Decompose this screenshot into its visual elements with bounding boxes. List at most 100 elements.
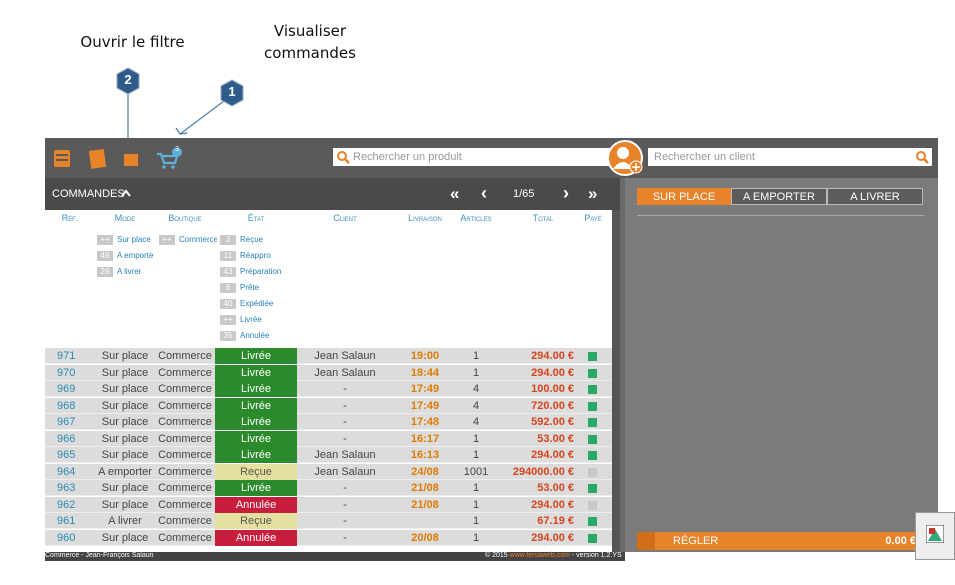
order-row[interactable]: 965 Sur place Commerce Livrée Jean Salaun 16:…	[45, 447, 612, 463]
column-header[interactable]: Total	[532, 213, 554, 223]
filter-count[interactable]: ++	[159, 235, 175, 245]
order-mode: Sur place	[101, 482, 149, 494]
order-state: Livrée	[215, 480, 297, 496]
filter-count[interactable]: 40	[220, 299, 236, 309]
filter-count[interactable]: 49	[97, 251, 113, 261]
filter-count[interactable]: 35	[220, 331, 236, 341]
filter-count[interactable]: 3	[220, 235, 236, 245]
order-state: Livrée	[215, 348, 297, 364]
filter-label[interactable]: Réappro	[240, 251, 271, 260]
order-row[interactable]: 970 Sur place Commerce Livrée Jean Salaun 18:…	[45, 364, 612, 381]
filter-count[interactable]: ++	[97, 235, 113, 245]
order-mode: Sur place	[101, 383, 149, 395]
order-shop: Commerce	[158, 432, 212, 445]
order-row[interactable]: 966 Sur place Commerce Livrée - 16:17 1 53.00 €	[45, 430, 612, 447]
column-header[interactable]: Mode	[114, 213, 136, 223]
order-type-tab[interactable]: SUR PLACE	[637, 188, 731, 205]
client-search[interactable]: Rechercher un client	[648, 148, 932, 166]
column-header[interactable]: État	[247, 213, 265, 223]
order-paid	[588, 385, 597, 394]
column-header[interactable]: Livraison	[408, 213, 442, 223]
order-total: 100.00 €	[531, 383, 574, 395]
order-row[interactable]: 964 A emporter Commerce Reçue Jean Salaun 24/…	[45, 463, 612, 480]
placeholder: Rechercher un produit	[353, 151, 462, 163]
order-shop: Commerce	[158, 515, 212, 527]
order-row[interactable]: 968 Sur place Commerce Livrée - 17:49 4 720.00 …	[45, 397, 612, 414]
scrollbar[interactable]	[612, 210, 620, 552]
order-ref: 961	[57, 515, 76, 527]
filter-label[interactable]: Commerce	[179, 235, 217, 244]
order-ref: 964	[57, 465, 76, 478]
order-state: Livrée	[215, 430, 297, 447]
order-delivery: 21/08	[411, 498, 439, 511]
prev-page[interactable]: ‹	[481, 183, 487, 203]
order-client: Jean Salaun	[314, 465, 376, 478]
order-state: Livrée	[215, 381, 297, 397]
order-row[interactable]: 962 Sur place Commerce Annulée - 21/08 1 294.00…	[45, 496, 612, 513]
order-total: 294.00 €	[531, 498, 574, 511]
order-total: 53.00 €	[537, 432, 574, 445]
toolbar: 3 Rechercher un produit Rechercher un cl…	[45, 138, 938, 178]
order-row[interactable]: 969 Sur place Commerce Livrée - 17:49 4 100.00 …	[45, 381, 612, 397]
order-row[interactable]: 961 A livrer Commerce Reçue - 1 67.19 €	[45, 513, 612, 529]
order-delivery: 17:49	[410, 383, 440, 395]
order-row[interactable]: 963 Sur place Commerce Livrée - 21/08 1 53.00 €	[45, 480, 612, 496]
order-shop: Commerce	[158, 482, 212, 494]
filter-label[interactable]: Sur place	[117, 235, 151, 244]
order-paid	[588, 517, 597, 526]
first-page[interactable]: «	[450, 184, 460, 203]
order-shop: Commerce	[158, 350, 212, 362]
column-header[interactable]: Réf.	[61, 213, 79, 223]
order-shop: Commerce	[158, 465, 212, 478]
last-page[interactable]: »	[588, 184, 598, 203]
badge: 2	[124, 72, 132, 87]
order-type-tab[interactable]: A EMPORTER	[731, 188, 827, 205]
order-type-tab[interactable]: A LIVRER	[827, 188, 923, 205]
filter-count[interactable]: 43	[220, 267, 236, 277]
pay-amount: 0.00 €	[885, 535, 916, 547]
filter-label[interactable]: Reçue	[240, 235, 264, 244]
order-total: 294000.00 €	[512, 465, 574, 478]
order-mode: Sur place	[101, 432, 149, 445]
order-total: 592.00 €	[531, 416, 574, 428]
filter-count[interactable]: ++	[220, 315, 236, 325]
order-state: Reçue	[215, 463, 297, 480]
orders-title[interactable]: COMMANDES	[52, 188, 125, 200]
order-delivery: 16:17	[410, 432, 440, 445]
order-ref: 968	[57, 399, 76, 412]
order-client: -	[343, 482, 347, 494]
add-client[interactable]	[607, 139, 647, 179]
product-search[interactable]: Rechercher un produit	[333, 148, 610, 166]
order-client: -	[343, 531, 347, 544]
filter-count[interactable]: 11	[220, 251, 236, 261]
filter-label[interactable]: Expédiée	[240, 299, 274, 308]
order-shop: Commerce	[158, 531, 212, 544]
filter-count[interactable]: 6	[220, 283, 236, 293]
filter-icon[interactable]	[124, 154, 138, 166]
filter-label[interactable]: A livrer	[117, 267, 142, 276]
filter-count[interactable]: 29	[97, 267, 113, 277]
trash-icon[interactable]	[637, 532, 655, 550]
order-ref: 967	[57, 416, 76, 428]
order-row[interactable]: 971 Sur place Commerce Livrée Jean Salaun 19:…	[45, 348, 612, 364]
order-mode: A livrer	[108, 515, 142, 527]
filter-label[interactable]: Annulée	[240, 331, 270, 340]
menu-icon[interactable]	[54, 150, 70, 167]
column-header[interactable]: Payé	[584, 213, 602, 223]
pay-bar[interactable]: RÉGLER 0.00 €	[637, 532, 924, 550]
catalog-icon[interactable]	[88, 148, 107, 169]
order-row[interactable]: 960 Sur place Commerce Annulée - 20/08 1 294.00…	[45, 529, 612, 546]
footer-right: © 2015 www.tersaweb.com - version 1.2.YS	[485, 552, 622, 559]
filter-label[interactable]: Prête	[240, 283, 260, 292]
order-row[interactable]: 967 Sur place Commerce Livrée - 17:48 4 592.00 …	[45, 414, 612, 430]
filter-label[interactable]: A emporte	[117, 251, 154, 260]
next-page[interactable]: ›	[563, 183, 569, 203]
filter-label[interactable]: Préparation	[240, 267, 282, 276]
column-header[interactable]: Boutique	[168, 213, 202, 223]
column-header[interactable]: Articles	[460, 213, 492, 223]
filter-label[interactable]: Livrée	[240, 315, 262, 324]
app-icon[interactable]	[915, 512, 955, 560]
site-link[interactable]: www.tersaweb.com	[509, 552, 570, 559]
column-header[interactable]: Client	[333, 213, 357, 223]
